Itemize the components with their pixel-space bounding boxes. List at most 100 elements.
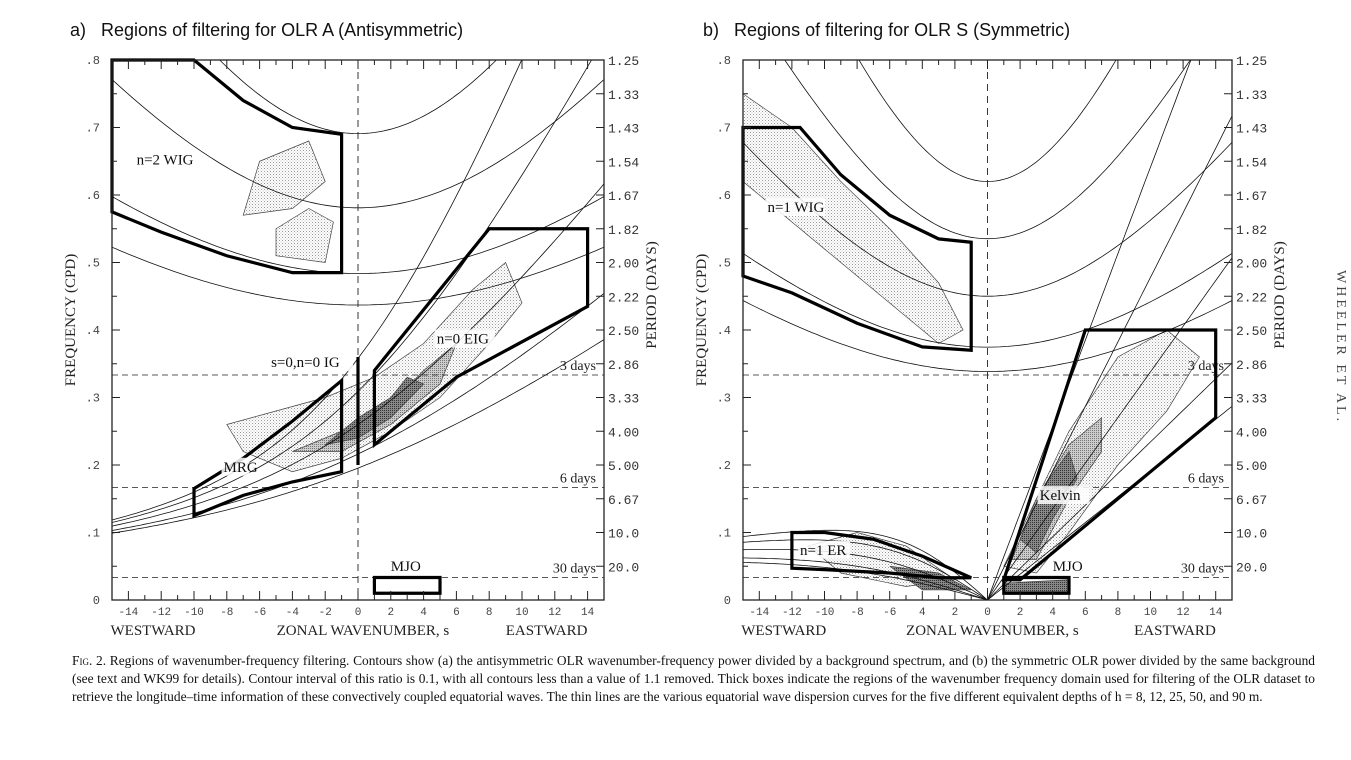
filter-region-box xyxy=(372,575,442,595)
period-tick-label: 1.54 xyxy=(608,155,639,170)
period-tick-label: 1.82 xyxy=(608,223,639,238)
panel-a-plot: 3 days 6 days 30 days n=2 WIG s=0,n=0 IG MRG n… xyxy=(63,54,660,639)
x-axis-westward-label: WESTWARD xyxy=(111,623,196,639)
x-tick-label: -8 xyxy=(850,607,863,619)
filter-region-box xyxy=(1001,328,1218,582)
dispersion-curve-kelvin xyxy=(987,60,1192,600)
x-axis-eastward-label: EASTWARD xyxy=(1134,623,1216,639)
region-label: MJO xyxy=(391,559,421,575)
reference-line-label: 6 days xyxy=(1188,471,1224,486)
region-label: n=1 WIG xyxy=(767,200,824,216)
x-tick-label: 12 xyxy=(1176,607,1189,619)
x-tick-label: 2 xyxy=(387,607,394,619)
power-contour xyxy=(743,93,964,344)
region-label: Kelvin xyxy=(1040,488,1081,504)
period-tick-label: 2.00 xyxy=(608,257,639,272)
period-tick-label: 2.22 xyxy=(1236,290,1267,305)
x-tick-label: 6 xyxy=(1082,607,1089,619)
x-axis-label: ZONAL WAVENUMBER, s xyxy=(277,623,450,639)
panel-a-title: a) Regions of filtering for OLR A (Antis… xyxy=(70,20,463,41)
x-tick-label: 2 xyxy=(1017,607,1024,619)
dispersion-curve-n1-er xyxy=(743,557,988,600)
y-axis-right-label: PERIOD (DAYS) xyxy=(644,241,660,348)
y-tick-label: .8 xyxy=(86,54,100,68)
period-tick-label: 20.0 xyxy=(1236,560,1267,575)
x-tick-label: -10 xyxy=(184,607,204,619)
period-tick-label: 4.00 xyxy=(608,425,639,440)
period-tick-label: 1.67 xyxy=(1236,189,1267,204)
y-tick-label: .5 xyxy=(717,257,731,271)
running-head: WHEELER ET AL. xyxy=(1333,270,1348,425)
region-label-bg xyxy=(1037,486,1090,505)
x-tick-label: 4 xyxy=(1049,607,1056,619)
y-tick-label: .2 xyxy=(86,459,100,473)
x-tick-label: 14 xyxy=(581,607,595,619)
x-tick-label: -14 xyxy=(118,607,138,619)
period-tick-label: 2.22 xyxy=(608,290,639,305)
x-tick-label: -12 xyxy=(782,607,802,619)
reference-line-label: 30 days xyxy=(1181,562,1224,577)
dispersion-curve-kelvin xyxy=(987,362,1232,600)
reference-line-label: 3 days xyxy=(560,359,596,374)
region-label-bg xyxy=(434,329,495,348)
figure-caption: Fig. 2. Regions of wavenumber-frequency … xyxy=(72,652,1315,706)
y-tick-label: .7 xyxy=(717,122,731,136)
x-tick-label: 10 xyxy=(515,607,528,619)
period-tick-label: 1.54 xyxy=(1236,155,1267,170)
period-tick-label: 5.00 xyxy=(1236,459,1267,474)
dispersion-curve-n1-er xyxy=(743,539,988,600)
y-tick-label: .7 xyxy=(86,122,100,136)
y-tick-label: 0 xyxy=(724,594,731,608)
region-label: MJO xyxy=(1053,559,1083,575)
filter-region-box xyxy=(1002,575,1071,595)
period-tick-label: 20.0 xyxy=(608,560,639,575)
y-tick-label: .4 xyxy=(86,324,100,338)
period-tick-label: 1.33 xyxy=(608,88,639,103)
x-tick-label: 6 xyxy=(453,607,460,619)
y-axis-label: FREQUENCY (CPD) xyxy=(63,254,79,386)
panel-b-plot: 3 days 6 days 30 days n=1 WIG Kelvin n=1 ER MJ… xyxy=(694,54,1288,639)
x-tick-label: -12 xyxy=(151,607,171,619)
y-axis-label: FREQUENCY (CPD) xyxy=(694,254,710,386)
filter-region-box xyxy=(110,58,344,275)
x-tick-label: 12 xyxy=(548,607,561,619)
dispersion-curve-n2-ig xyxy=(112,196,604,275)
filter-region-box xyxy=(790,530,972,580)
dispersion-curve-kelvin xyxy=(987,257,1232,600)
dispersion-curve-n1-ig xyxy=(743,300,1232,372)
x-tick-label: 0 xyxy=(984,607,991,619)
y-tick-label: .8 xyxy=(717,54,731,68)
y-tick-label: .3 xyxy=(717,392,731,406)
panel-a-letter: a) xyxy=(70,20,87,40)
caption-text: Regions of wavenumber-frequency filterin… xyxy=(72,653,1315,704)
region-label: s=0,n=0 IG xyxy=(271,355,340,371)
period-tick-label: 4.00 xyxy=(1236,425,1267,440)
dispersion-curve-kelvin xyxy=(987,115,1232,600)
x-tick-label: -10 xyxy=(815,607,835,619)
period-tick-label: 1.33 xyxy=(1236,88,1267,103)
period-tick-label: 6.67 xyxy=(1236,493,1267,508)
region-label-bg xyxy=(798,540,851,559)
region-label-bg xyxy=(1050,556,1079,575)
region-label-bg xyxy=(221,457,250,476)
x-tick-label: -6 xyxy=(883,607,896,619)
period-tick-label: 6.67 xyxy=(608,493,639,508)
filter-region-box xyxy=(741,125,973,352)
period-tick-label: 1.25 xyxy=(1236,54,1267,69)
y-axis-right-label: PERIOD (DAYS) xyxy=(1272,241,1288,348)
period-tick-label: 2.86 xyxy=(1236,358,1267,373)
x-tick-label: 4 xyxy=(919,607,926,619)
filter-region-box xyxy=(372,227,590,449)
y-tick-label: .6 xyxy=(717,189,731,203)
x-tick-label: -4 xyxy=(286,607,300,619)
reference-line-label: 3 days xyxy=(1188,359,1224,374)
x-tick-label: 8 xyxy=(1115,607,1122,619)
x-tick-label: 2 xyxy=(952,607,959,619)
period-tick-label: 1.43 xyxy=(608,122,639,137)
x-tick-label: -2 xyxy=(319,607,332,619)
x-tick-label: 14 xyxy=(1209,607,1223,619)
period-tick-label: 1.43 xyxy=(1236,122,1267,137)
filter-region-box xyxy=(192,377,344,519)
x-axis-eastward-label: EASTWARD xyxy=(506,623,588,639)
region-label: n=1 ER xyxy=(800,543,846,559)
